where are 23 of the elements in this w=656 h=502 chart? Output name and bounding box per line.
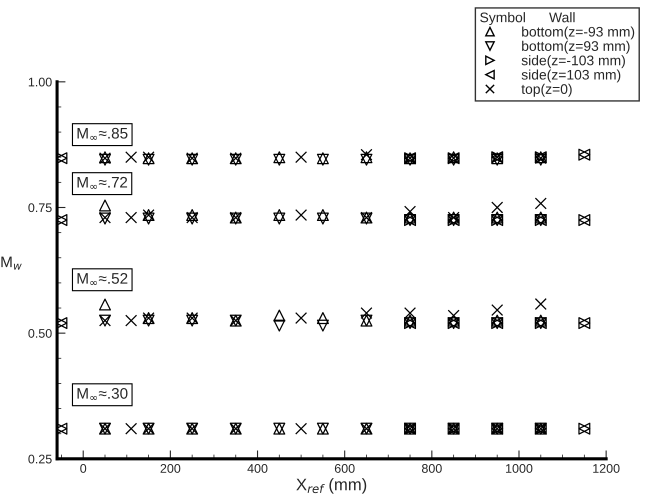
legend-label: side(z=-103 mm) [522, 55, 625, 68]
y-tick-label: 0.25 [28, 454, 52, 464]
x-axis-title: X$_{ref}$ (mm) [296, 478, 366, 494]
x-tick-label: 800 [422, 464, 442, 473]
annotation: M$_{∞}$≈.72 [78, 176, 128, 189]
y-tick-label: 0.75 [28, 203, 52, 212]
y-tick-label: 1.00 [28, 78, 52, 86]
legend-label: top(z=0) [521, 84, 572, 97]
legend-label: bottom(z=-93 mm) [522, 26, 634, 40]
legend-label: bottom(z=93 mm) [522, 40, 630, 54]
annotation: M$_{∞}$≈.85 [78, 128, 128, 140]
x-tick-label: 0 [80, 464, 86, 473]
annotation: M$_{∞}$≈.52 [78, 273, 128, 285]
y-tick-label: 0.50 [28, 328, 52, 338]
legend-label: side(z=103 mm) [522, 69, 620, 82]
x-tick-label: 1200 [593, 464, 620, 473]
annotation: M$_{∞}$≈.30 [78, 388, 128, 400]
x-tick-label: 1000 [506, 464, 532, 473]
legend-title: Symbol Wall [480, 12, 575, 26]
y-axis-title: M$_{w}$ [1, 256, 22, 270]
x-tick-label: 600 [334, 464, 355, 473]
x-tick-label: 200 [160, 464, 180, 473]
x-tick-label: 400 [247, 464, 268, 473]
